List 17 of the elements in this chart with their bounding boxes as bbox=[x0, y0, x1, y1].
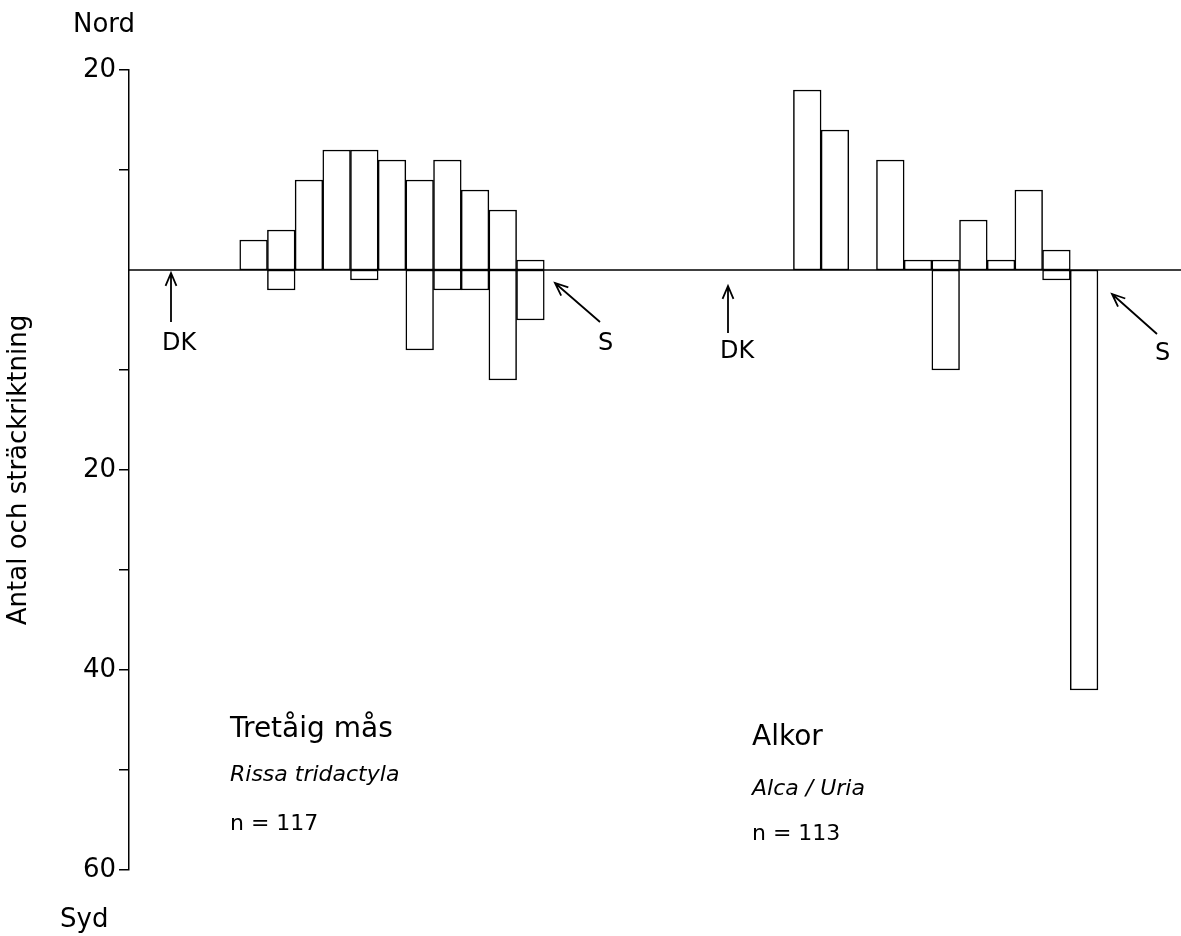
y-tick-label: 20 bbox=[82, 452, 116, 483]
text: Nord bbox=[73, 8, 136, 38]
annotation: DK bbox=[162, 328, 197, 356]
annotation: Alca / Uria bbox=[752, 775, 865, 800]
annotation: n = 113 bbox=[752, 820, 841, 845]
y-tick-label: 20 bbox=[82, 52, 116, 83]
annotation: S bbox=[1155, 338, 1171, 366]
y-tick-label: 60 bbox=[82, 852, 116, 883]
annotation: S bbox=[598, 328, 614, 356]
y-axis-title: Antal och sträckriktning bbox=[2, 314, 33, 626]
annotation: n = 117 bbox=[230, 810, 319, 835]
annotation: Alkor bbox=[752, 719, 823, 752]
y-tick-label: 40 bbox=[82, 652, 116, 683]
annotation: DK bbox=[720, 336, 755, 364]
text: Syd bbox=[60, 903, 109, 933]
annotation: Tretåig mås bbox=[230, 711, 393, 744]
annotation: Rissa tridactyla bbox=[230, 761, 400, 786]
